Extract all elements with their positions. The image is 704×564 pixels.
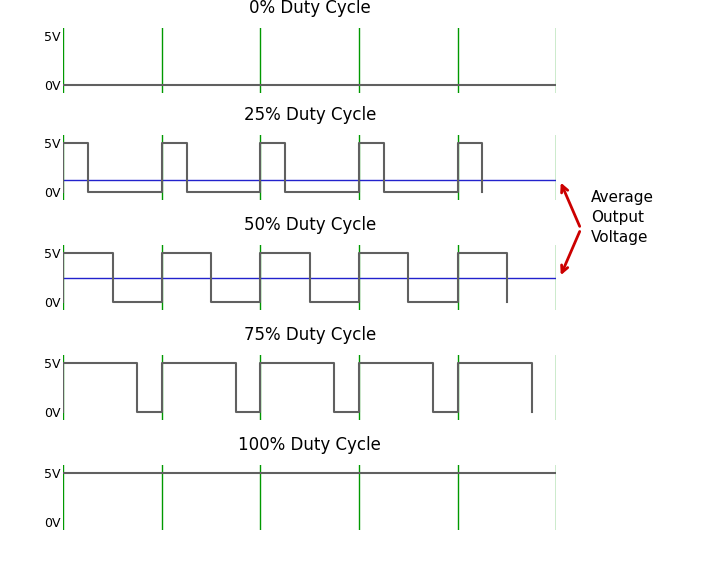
Text: 50% Duty Cycle: 50% Duty Cycle xyxy=(244,215,376,233)
Text: 75% Duty Cycle: 75% Duty Cycle xyxy=(244,325,376,343)
Text: 0% Duty Cycle: 0% Duty Cycle xyxy=(249,0,370,16)
Text: 25% Duty Cycle: 25% Duty Cycle xyxy=(244,105,376,124)
Text: Average
Output
Voltage: Average Output Voltage xyxy=(591,190,654,245)
Text: 100% Duty Cycle: 100% Duty Cycle xyxy=(239,435,381,453)
